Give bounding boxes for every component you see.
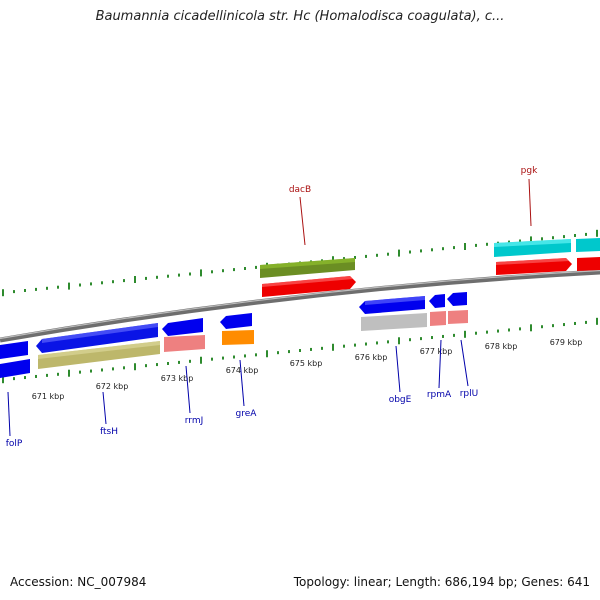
gene-greA-leader-line bbox=[239, 359, 245, 407]
gene-folP-label[interactable]: folP bbox=[6, 439, 23, 449]
gene-rpmA-label[interactable]: rpmA bbox=[427, 390, 452, 400]
genome-title: Baumannia cicadellinicola str. Hc (Homal… bbox=[95, 9, 505, 24]
feature-rplU-cds[interactable] bbox=[448, 310, 468, 324]
lower-tick-row bbox=[2, 317, 598, 384]
gene-obgE-label[interactable]: obgE bbox=[389, 395, 412, 405]
gene-greA-label[interactable]: greA bbox=[236, 409, 258, 419]
genome-backbone bbox=[0, 269, 600, 343]
scale-label: 678 kbp bbox=[485, 342, 518, 351]
feature-ftsH-gene[interactable] bbox=[36, 323, 158, 353]
scale-label: 671 kbp bbox=[32, 392, 65, 401]
gene-rrmJ-leader-line bbox=[185, 365, 191, 414]
feature-pgk-gene[interactable] bbox=[494, 238, 600, 257]
gene-dacB-label[interactable]: dacB bbox=[289, 185, 311, 195]
scale-label: 674 kbp bbox=[226, 366, 259, 375]
gene-rrmJ-label[interactable]: rrmJ bbox=[185, 416, 204, 426]
feature-rplU-gene[interactable] bbox=[447, 292, 467, 306]
feature-ftsH-cds[interactable] bbox=[38, 341, 160, 369]
gene-pgk-leader-line bbox=[528, 178, 532, 227]
gene-obgE-leader-line bbox=[395, 345, 401, 393]
gene-labels: folP ftsH rrmJ greA dacB obgE rpmA rplU pgk bbox=[6, 166, 538, 449]
accession-label: Accession: NC_007984 bbox=[10, 575, 147, 589]
feature-rpmA-gene[interactable] bbox=[429, 294, 445, 308]
gene-rplU-label[interactable]: rplU bbox=[460, 389, 479, 399]
gene-ftsH-label[interactable]: ftsH bbox=[100, 427, 118, 437]
feature-rpmA-cds[interactable] bbox=[430, 311, 446, 326]
genome-backbone-highlight bbox=[0, 269, 600, 340]
gene-dacB-leader-line bbox=[299, 196, 306, 246]
scale-labels: 671 kbp 672 kbp 673 kbp 674 kbp 675 kbp 676 k… bbox=[32, 338, 583, 401]
gene-rpmA-leader-line bbox=[438, 339, 442, 389]
scale-label: 677 kbp bbox=[420, 347, 453, 356]
feature-pgk-cds[interactable] bbox=[496, 257, 600, 275]
gene-pgk-label[interactable]: pgk bbox=[521, 166, 538, 176]
feature-folP-gene[interactable] bbox=[0, 341, 30, 378]
gene-ftsH-leader-line bbox=[102, 391, 107, 425]
scale-label: 672 kbp bbox=[96, 382, 129, 391]
feature-greA-cds[interactable] bbox=[222, 330, 254, 345]
feature-rrmJ-cds[interactable] bbox=[164, 335, 205, 352]
feature-dacB-cds[interactable] bbox=[262, 276, 356, 297]
gene-rplU-leader-line bbox=[460, 339, 469, 387]
scale-label: 679 kbp bbox=[550, 338, 583, 347]
genome-summary-label: Topology: linear; Length: 686,194 bp; Ge… bbox=[293, 575, 590, 589]
feature-dacB-gene[interactable] bbox=[260, 258, 355, 278]
gene-folP-leader-line bbox=[7, 391, 11, 437]
feature-greA-gene[interactable] bbox=[220, 313, 252, 329]
feature-obgE-gene[interactable] bbox=[359, 296, 425, 314]
feature-obgE-cds[interactable] bbox=[361, 313, 427, 331]
scale-label: 676 kbp bbox=[355, 353, 388, 362]
scale-label: 673 kbp bbox=[161, 374, 194, 383]
feature-rrmJ-gene[interactable] bbox=[162, 318, 203, 336]
scale-label: 675 kbp bbox=[290, 359, 323, 368]
